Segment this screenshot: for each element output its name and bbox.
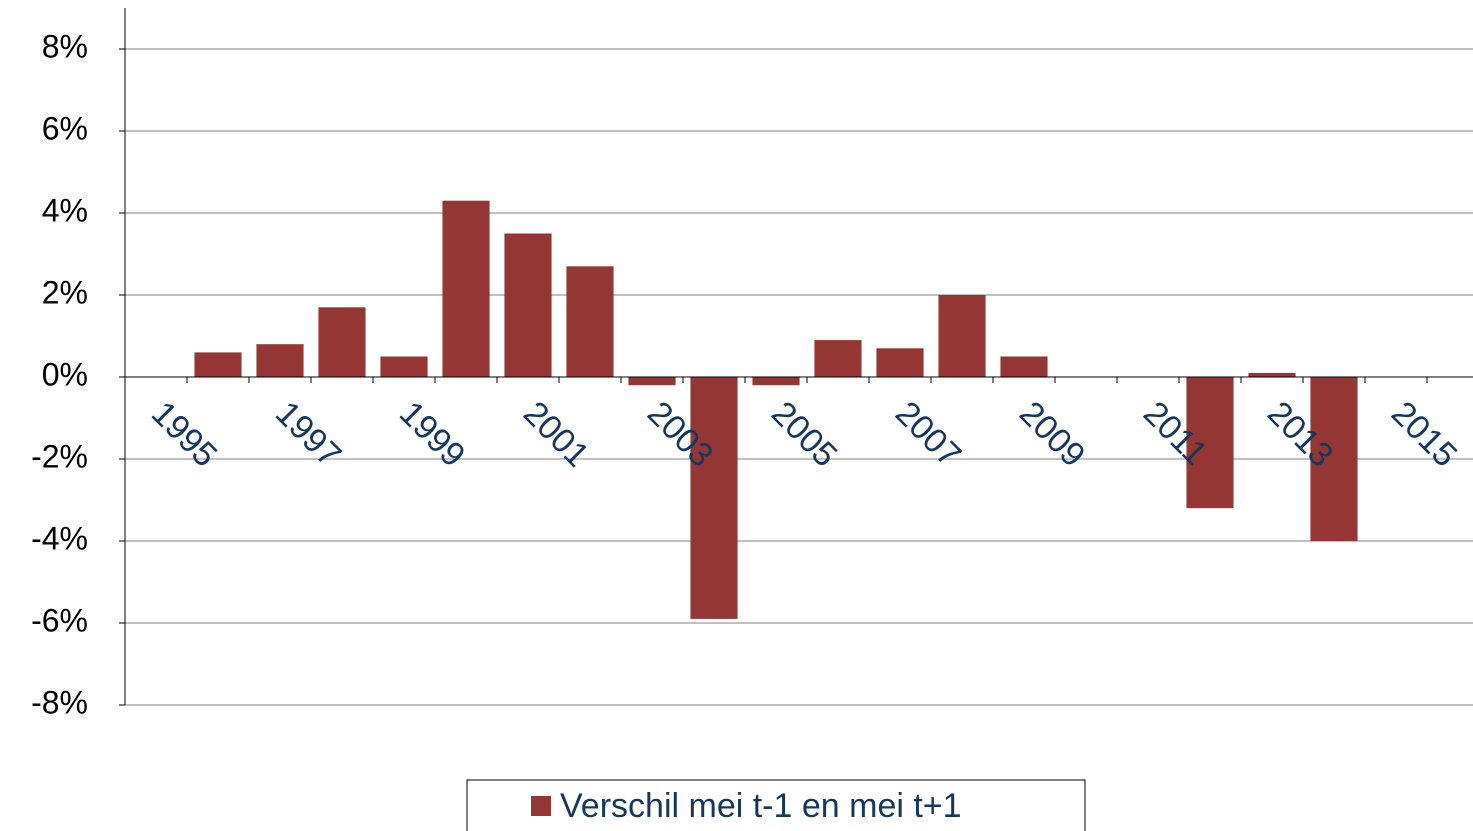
y-tick-label: 2% [42, 274, 88, 310]
bar [876, 348, 924, 377]
x-tick-label: 1997 [268, 394, 348, 474]
bar [256, 344, 304, 377]
legend-swatch [531, 796, 551, 816]
bar [318, 307, 366, 377]
y-tick-label: 6% [42, 110, 88, 146]
bar [938, 295, 986, 377]
x-tick-label: 1995 [144, 394, 224, 474]
bar [752, 377, 800, 386]
bar [1186, 377, 1234, 509]
bar [194, 352, 242, 377]
y-tick-label: 0% [42, 356, 88, 392]
x-tick-label: 2001 [516, 394, 596, 474]
bar [628, 377, 676, 386]
x-tick-label: 2009 [1012, 394, 1092, 474]
x-tick-label: 2015 [1384, 394, 1464, 474]
x-tick-label: 2005 [764, 394, 844, 474]
bar [814, 340, 862, 377]
x-tick-label: 2007 [888, 394, 968, 474]
y-tick-label: -2% [31, 438, 88, 474]
bar [1248, 372, 1296, 377]
legend-box [466, 779, 1086, 831]
bar [442, 200, 490, 377]
y-tick-label: 4% [42, 192, 88, 228]
bar [380, 356, 428, 377]
y-tick-label: -6% [31, 602, 88, 638]
bar [566, 266, 614, 377]
y-tick-label: -4% [31, 520, 88, 556]
bar [690, 377, 738, 619]
y-tick-label: 8% [42, 28, 88, 64]
bar [504, 233, 552, 377]
legend-label: Verschil mei t-1 en mei t+1 [560, 787, 962, 825]
y-tick-label: -8% [31, 684, 88, 720]
bar [1000, 356, 1048, 377]
x-tick-label: 1999 [392, 394, 472, 474]
bar [1310, 377, 1358, 541]
